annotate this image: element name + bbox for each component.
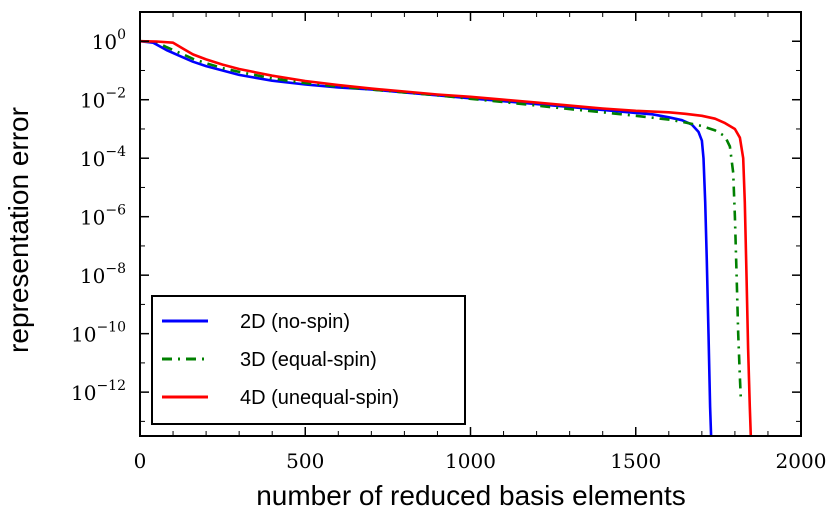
series-line-3 <box>140 39 753 436</box>
plot-frame <box>139 11 802 437</box>
legend-box <box>151 295 466 425</box>
y-tick-label: 10−12 <box>71 378 126 405</box>
y-axis-label: representation error <box>3 107 34 353</box>
y-tick-exponent: −8 <box>105 261 126 277</box>
y-tick-exponent: −4 <box>105 144 126 160</box>
x-tick-label: 500 <box>286 449 324 473</box>
y-tick-base: 10 <box>71 381 96 405</box>
series-line-2 <box>140 39 743 399</box>
x-tick-label: 0 <box>134 449 147 473</box>
y-tick-base: 10 <box>80 206 105 230</box>
x-axis-label: number of reduced basis elements <box>256 480 686 511</box>
y-tick-base: 10 <box>92 30 117 54</box>
y-tick-exponent: −10 <box>96 320 126 336</box>
x-tick-label: 1000 <box>445 449 496 473</box>
y-tick-base: 10 <box>80 89 105 113</box>
y-tick-base: 10 <box>80 147 105 171</box>
y-tick-exponent: −6 <box>105 203 126 219</box>
y-tick-label: 10−8 <box>80 261 126 288</box>
y-tick-base: 10 <box>80 264 105 288</box>
y-tick-label: 10−6 <box>80 203 126 230</box>
y-tick-label: 100 <box>92 27 126 54</box>
y-tick-label: 10−10 <box>71 320 126 347</box>
y-tick-exponent: −2 <box>105 86 126 102</box>
y-tick-label: 10−2 <box>80 86 126 113</box>
y-tick-label: 10−4 <box>80 144 126 171</box>
legend-label-3: 4D (unequal-spin) <box>240 387 399 409</box>
legend: 2D (no-spin) 3D (equal-spin) 4D (unequal-s… <box>151 295 466 425</box>
y-tick-exponent: −12 <box>96 378 126 394</box>
x-tick-label: 2000 <box>776 449 827 473</box>
legend-label-1: 2D (no-spin) <box>240 311 350 333</box>
y-tick-exponent: 0 <box>117 27 126 43</box>
x-tick-label: 1500 <box>610 449 661 473</box>
legend-label-2: 3D (equal-spin) <box>240 349 377 371</box>
y-tick-base: 10 <box>71 323 96 347</box>
